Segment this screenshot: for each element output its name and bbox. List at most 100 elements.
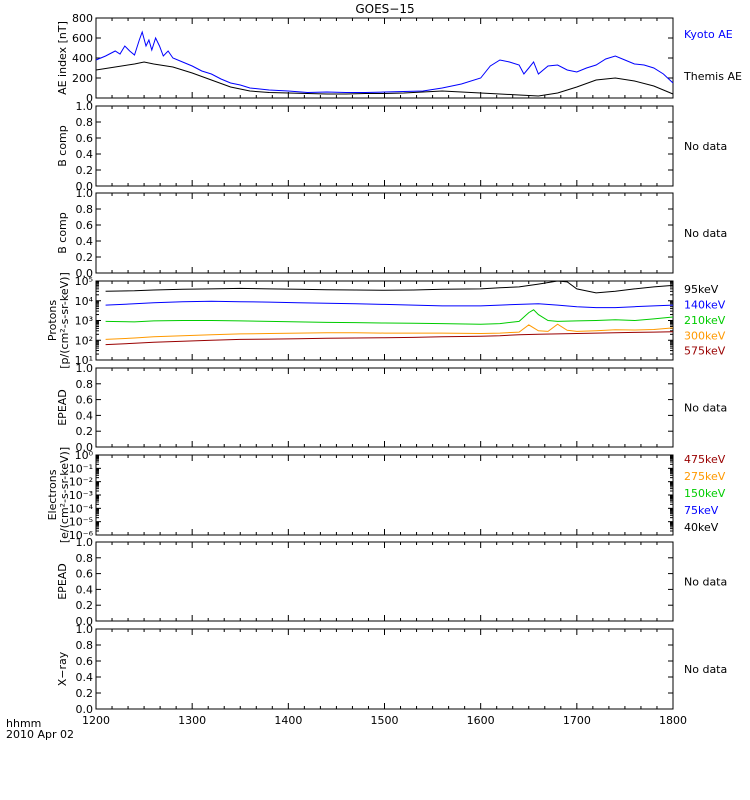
y-tick-label: 0.8 (76, 639, 94, 652)
panel-xray: 0.0 0.2 0.4 0.6 0.8 1.0 X−ray No data (56, 623, 727, 716)
y-tick-label: 600 (72, 32, 93, 45)
y-axis-label: Electrons (46, 469, 59, 520)
y-tick-label: 10⁻⁶ (69, 529, 94, 542)
panel-frame (95, 367, 674, 448)
no-data-label: No data (684, 140, 727, 153)
y-tick-label: 0.6 (76, 394, 94, 407)
y-tick-label: 10¹ (75, 354, 93, 367)
legend-label: Kyoto AE (684, 28, 733, 41)
series-line-210kev (105, 309, 674, 325)
y-tick-label: 10⁻³ (69, 489, 93, 502)
x-tick-label: 1200 (82, 714, 110, 727)
legend-label: Themis AE (683, 70, 742, 83)
x-tick-label: 1300 (178, 714, 206, 727)
legend-label: 575keV (684, 345, 726, 358)
y-tick-label: 0.2 (76, 164, 94, 177)
y-tick-label: 10³ (75, 315, 93, 328)
y-tick-label: 0.0 (76, 267, 94, 280)
panel-b1: 0.0 0.2 0.4 0.6 0.8 1.0 B comp No data (56, 100, 727, 193)
panel-epead1: 0.0 0.2 0.4 0.6 0.8 1.0 EPEAD No data (56, 362, 727, 454)
y-tick-label: 10⁻⁵ (69, 516, 93, 529)
y-tick-label: 1.0 (76, 100, 94, 113)
panel-frame (95, 192, 674, 274)
y-tick-label: 0.0 (76, 180, 94, 193)
y-tick-label: 10⁻⁴ (69, 502, 94, 515)
y-tick-label: 0.0 (76, 615, 94, 628)
y-tick-label: 1.0 (76, 536, 94, 549)
y-tick-label: 10² (75, 334, 93, 347)
legend-label: 75keV (684, 504, 719, 517)
y-tick-label: 0 (86, 92, 93, 105)
y-axis-label: X−ray (56, 651, 69, 686)
legend-label: 300keV (684, 329, 726, 342)
no-data-label: No data (684, 576, 727, 589)
y-axis-label: B comp (56, 212, 69, 254)
y-axis-label: AE index [nT] (56, 21, 69, 95)
y-tick-label: 0.4 (76, 409, 94, 422)
y-tick-label: 10⁴ (75, 295, 94, 308)
y-axis-label-units: [p/(cm²-s-sr-keV)] (58, 272, 71, 369)
panel-b2: 0.0 0.2 0.4 0.6 0.8 1.0 B comp No data (56, 187, 727, 280)
legend-label: 140keV (684, 298, 726, 311)
y-tick-label: 10⁻¹ (69, 462, 93, 475)
y-axis-label-units: [e/(cm²-s-sr-keV)] (58, 447, 71, 543)
x-tick-label: 1700 (563, 714, 591, 727)
time-label-hhmm: hhmm (6, 717, 41, 730)
y-tick-label: 1.0 (76, 362, 94, 375)
y-tick-label: 0.4 (76, 148, 94, 161)
y-axis-label: EPEAD (56, 389, 69, 426)
no-data-label: No data (684, 663, 727, 676)
y-tick-label: 800 (72, 12, 93, 25)
y-tick-label: 1.0 (76, 187, 94, 200)
figure-title: GOES−15 (355, 2, 414, 16)
y-tick-label: 400 (72, 52, 93, 65)
panel-frame (95, 105, 674, 187)
time-axis: 1200 1300 1400 1500 1600 1700 1800 (82, 714, 687, 727)
no-data-label: No data (684, 402, 727, 415)
series-line-95kev (105, 280, 674, 294)
series-line-themis-ae (95, 61, 674, 97)
y-axis-label: Protons (46, 300, 59, 341)
x-tick-label: 1500 (371, 714, 399, 727)
legend-label: 210keV (684, 314, 726, 327)
y-tick-label: 0.6 (76, 655, 94, 668)
series-line-575kev (105, 331, 674, 346)
y-tick-label: 0.4 (76, 671, 94, 684)
y-tick-label: 0.4 (76, 583, 94, 596)
y-tick-label: 0.6 (76, 132, 94, 145)
no-data-label: No data (684, 227, 727, 240)
y-tick-label: 0.2 (76, 687, 94, 700)
y-tick-label: 200 (72, 72, 93, 85)
y-tick-label: 10⁵ (75, 275, 93, 288)
series-line-kyoto-ae (95, 30, 674, 94)
series-line-140kev (105, 300, 674, 309)
panel-frame (95, 454, 674, 536)
panel-frame (95, 541, 674, 622)
y-tick-label: 0.8 (76, 378, 94, 391)
panel-frame (95, 628, 674, 710)
y-tick-label: 0.0 (76, 703, 94, 716)
legend-label: 95keV (684, 283, 719, 296)
x-tick-label: 1400 (274, 714, 302, 727)
legend-label: 275keV (684, 470, 726, 483)
y-tick-label: 10⁰ (75, 449, 94, 462)
time-label-date: 2010 Apr 02 (6, 728, 74, 741)
y-tick-label: 10⁻² (69, 476, 93, 489)
y-tick-label: 0.8 (76, 203, 94, 216)
panel-frame (95, 17, 674, 99)
y-tick-label: 0.2 (76, 425, 94, 438)
y-axis-label: EPEAD (56, 563, 69, 600)
y-tick-label: 0.8 (76, 116, 94, 129)
y-tick-label: 0.0 (76, 441, 94, 454)
legend-label: 40keV (684, 521, 719, 534)
y-tick-label: 0.6 (76, 568, 94, 581)
y-tick-label: 0.2 (76, 599, 94, 612)
legend-label: 475keV (684, 453, 726, 466)
y-tick-label: 0.4 (76, 235, 94, 248)
y-tick-label: 0.2 (76, 251, 94, 264)
legend-label: 150keV (684, 487, 726, 500)
y-tick-label: 0.8 (76, 552, 94, 565)
